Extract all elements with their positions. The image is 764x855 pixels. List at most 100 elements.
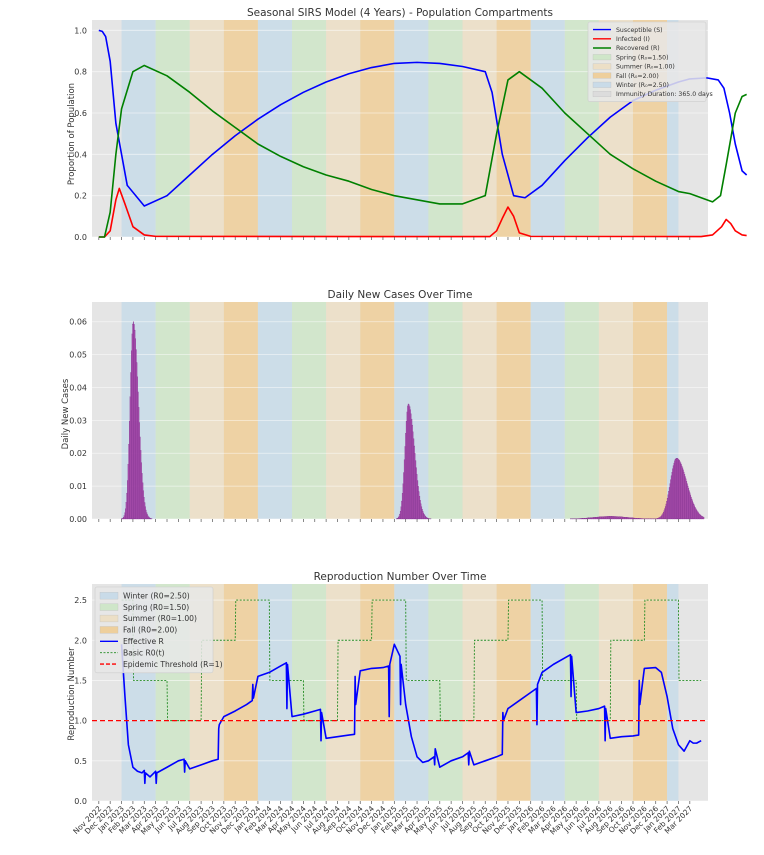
x-ticks xyxy=(98,519,691,522)
series-line-infected-i xyxy=(98,187,747,238)
daily-cases-ylabel: Daily New Cases xyxy=(61,378,71,449)
y-tick-label: 0.0 xyxy=(74,233,87,242)
y-tick-label: 0.2 xyxy=(74,192,87,201)
season-band-spring xyxy=(155,20,190,237)
season-band-winter xyxy=(667,20,679,237)
compartments-title: Seasonal SIRS Model (4 Years) - Populati… xyxy=(247,7,553,19)
legend-label: Winter (R₀=2.50) xyxy=(616,82,669,89)
season-band-fall xyxy=(632,584,668,801)
legend-swatch xyxy=(592,54,612,61)
season-band-spring xyxy=(428,20,463,237)
legend-swatch xyxy=(592,91,612,97)
y-tick-label: 0.6 xyxy=(74,109,87,118)
y-tick-label: 0.0 xyxy=(74,797,87,806)
legend-label: Basic R0(t) xyxy=(123,648,165,657)
season-band-spring xyxy=(428,302,463,519)
legend-label: Epidemic Threshold (R=1) xyxy=(123,660,223,669)
season-band-winter xyxy=(530,20,565,237)
legend-label: Summer (R0=1.00) xyxy=(123,614,197,623)
legend-label: Effective R xyxy=(123,637,165,646)
season-band-spring xyxy=(564,584,599,801)
legend-swatch xyxy=(99,614,119,623)
season-band-winter xyxy=(257,302,293,519)
series-lines xyxy=(92,599,708,785)
reproduction-title: Reproduction Number Over Time xyxy=(314,571,487,583)
season-band-spring xyxy=(292,20,327,237)
series-line-basic-r0-t xyxy=(121,599,702,722)
season-band-spring xyxy=(564,302,599,519)
season-band-spring xyxy=(155,302,190,519)
y-tick-label: 0.04 xyxy=(69,383,87,392)
y-tick-label: 0.01 xyxy=(69,482,87,491)
season-band-summer xyxy=(189,302,224,519)
legend-label: Susceptible (S) xyxy=(616,27,663,34)
season-band-summer xyxy=(326,302,361,519)
reproduction-ylabel: Reproduction Number xyxy=(67,647,77,741)
legend-label: Spring (R0=1.50) xyxy=(123,603,189,612)
reproduction-legend: Winter (R0=2.50) Spring (R0=1.50) Summer (… xyxy=(94,586,223,674)
season-band-fall xyxy=(496,20,531,237)
legend-swatch xyxy=(99,626,119,634)
series-line-effective-r xyxy=(120,643,702,785)
legend-label: Winter (R0=2.50) xyxy=(123,591,190,600)
season-band-winter xyxy=(121,20,156,237)
y-tick-label: 0.5 xyxy=(74,757,87,766)
series-line-recovered-r xyxy=(98,64,747,238)
season-band-summer xyxy=(462,20,497,237)
season-band-summer xyxy=(598,302,633,519)
daily-cases-title: Daily New Cases Over Time xyxy=(328,289,473,301)
y-tick-label: 0.4 xyxy=(74,150,87,159)
y-ticks: 0.0 0.5 1.0 1.5 2.0 2.5 xyxy=(74,596,87,806)
season-band-spring xyxy=(292,584,327,801)
legend-label: Immunity Duration: 365.0 days xyxy=(616,91,713,98)
legend-label: Recovered (R) xyxy=(616,45,660,52)
season-band-fall xyxy=(223,20,258,237)
y-tick-label: 0.06 xyxy=(69,318,87,327)
season-band-winter xyxy=(530,302,565,519)
season-band-fall xyxy=(496,584,531,801)
season-band-fall xyxy=(360,302,395,519)
season-band-spring xyxy=(428,584,463,801)
y-tick-label: 0.05 xyxy=(69,351,87,360)
season-band-winter xyxy=(394,584,429,801)
legend-box xyxy=(94,586,214,674)
y-tick-label: 0.8 xyxy=(74,68,87,77)
season-band-fall xyxy=(360,20,395,237)
season-band-summer xyxy=(598,584,633,801)
legend-swatch xyxy=(592,63,612,70)
season-band-summer xyxy=(326,20,361,237)
legend-swatch xyxy=(592,81,612,88)
legend-swatch xyxy=(99,592,119,600)
season-band-winter xyxy=(667,302,679,519)
season-band-fall xyxy=(632,302,668,519)
y-tick-label: 0.03 xyxy=(69,416,87,425)
compartments-panel: 0.0 0.2 0.4 0.6 0.8 1.0 Seasonal SIRS Model (… xyxy=(67,7,748,242)
y-ticks: 0.0 0.2 0.4 0.6 0.8 1.0 xyxy=(74,26,87,242)
y-tick-label: 2.5 xyxy=(74,596,87,605)
legend-swatch xyxy=(99,603,119,611)
y-tick-label: 2.0 xyxy=(74,636,87,645)
season-band-fall xyxy=(223,302,258,519)
season-band-winter xyxy=(667,584,679,801)
legend-label: Fall (R0=2.00) xyxy=(123,626,177,635)
legend-label: Infected (I) xyxy=(616,36,650,43)
legend-label: Fall (R₀=2.00) xyxy=(616,73,659,80)
season-band-summer xyxy=(462,584,497,801)
compartments-ylabel: Proportion of Population xyxy=(67,83,77,185)
season-band-summer xyxy=(189,20,224,237)
y-tick-label: 1.0 xyxy=(74,26,87,35)
y-ticks: 0.00 0.01 0.02 0.03 0.04 0.05 0.06 xyxy=(69,318,87,524)
season-band-fall xyxy=(496,302,531,519)
y-tick-label: 1.0 xyxy=(74,717,87,726)
x-ticks xyxy=(98,237,691,240)
season-band-winter xyxy=(394,20,429,237)
daily-cases-panel: 0.00 0.01 0.02 0.03 0.04 0.05 0.06 Daily New C… xyxy=(61,289,708,524)
legend-label: Spring (R₀=1.50) xyxy=(616,54,669,61)
compartments-legend: Susceptible (S) Infected (I) Recovered (R)… xyxy=(587,21,713,102)
season-band-winter xyxy=(257,20,293,237)
season-band-spring xyxy=(292,302,327,519)
y-tick-label: 1.5 xyxy=(74,676,87,685)
